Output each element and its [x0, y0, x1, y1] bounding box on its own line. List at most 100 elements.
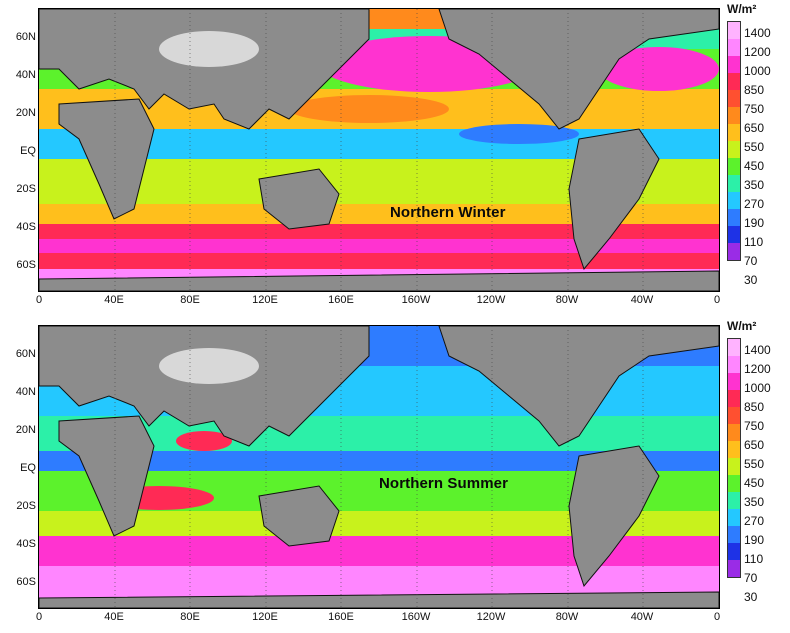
colorbar-tick-650: 650: [744, 438, 765, 452]
eurasia-shape: [39, 9, 370, 130]
lat-label-60n: 60N: [15, 348, 36, 360]
colorbar-swatch: [727, 90, 741, 107]
colorbar-tick-1400: 1400: [744, 26, 771, 40]
lon-label-80w: 80W: [555, 294, 579, 306]
colorbar-tick-1200: 1200: [744, 45, 771, 59]
colorbar-tick-1200: 1200: [744, 362, 771, 376]
colorbar-swatch: [727, 39, 741, 56]
continents: [39, 9, 719, 291]
north-america-shape: [438, 326, 719, 447]
south-america-shape: [568, 128, 660, 271]
colorbar: [727, 21, 741, 261]
continents: [39, 326, 719, 608]
colorbar-tick-750: 750: [744, 419, 765, 433]
colorbar-tick-850: 850: [744, 400, 765, 414]
tibetan-highland-shade: [159, 348, 259, 384]
colorbar-swatch: [727, 226, 741, 243]
lon-label-120w: 120W: [476, 294, 506, 306]
colorbar-swatch: [727, 209, 741, 226]
equator-band: [39, 451, 719, 471]
colorbar-swatch: [727, 492, 741, 509]
colorbar: [727, 338, 741, 578]
lon-label-80w: 80W: [555, 611, 579, 623]
colorbar-swatch: [727, 407, 741, 424]
map-panel-northern-summer: Northern Summer 60N 40N 20N EQ 20S 40S 6…: [0, 317, 790, 633]
lon-label-120w: 120W: [476, 611, 506, 623]
north-america-shape: [438, 9, 719, 130]
season-title-summer: Northern Summer: [379, 475, 509, 492]
lat-label-60s: 60S: [16, 259, 36, 271]
season-title-winter: Northern Winter: [390, 204, 506, 221]
antarctica-shape: [39, 270, 719, 291]
colorbar-swatch: [727, 243, 741, 261]
colorbar-swatch: [727, 124, 741, 141]
colorbar-tick-750: 750: [744, 102, 765, 116]
map-frame-summer: [38, 325, 720, 609]
lon-label-0-left: 0: [35, 294, 43, 306]
colorbar-swatch: [727, 356, 741, 373]
lat-label-20n: 20N: [15, 424, 36, 436]
colorbar-unit-title: W/m²: [727, 319, 757, 333]
colorbar-tick-70: 70: [744, 254, 758, 268]
colorbar-swatch: [727, 73, 741, 90]
lon-label-160e: 160E: [328, 294, 354, 306]
lat-label-40s: 40S: [16, 538, 36, 550]
lat-label-60n: 60N: [15, 31, 36, 43]
lat-label-eq: EQ: [20, 145, 36, 157]
lon-label-80e: 80E: [180, 611, 200, 623]
lon-label-160w: 160W: [401, 611, 431, 623]
australia-shape: [258, 485, 340, 547]
colorbar-tick-650: 650: [744, 121, 765, 135]
lat-label-20s: 20S: [16, 500, 36, 512]
colorbar-tick-1000: 1000: [744, 381, 771, 395]
colorbar-swatch: [727, 441, 741, 458]
lon-label-0-right: 0: [713, 294, 721, 306]
colorbar-swatch: [727, 560, 741, 578]
lon-label-120e: 120E: [252, 294, 278, 306]
lon-label-40w: 40W: [630, 294, 654, 306]
colorbar-tick-550: 550: [744, 457, 765, 471]
south-america-shape: [568, 445, 660, 588]
lon-label-0-left: 0: [35, 611, 43, 623]
colorbar-swatch: [727, 56, 741, 73]
colorbar-tick-30: 30: [744, 590, 758, 604]
colorbar-swatch: [727, 543, 741, 560]
colorbar-tick-110: 110: [744, 235, 764, 249]
lon-label-160w: 160W: [401, 294, 431, 306]
colorbar-tick-270: 270: [744, 197, 765, 211]
summer-map-svg: [39, 326, 719, 608]
southern-storm-core: [39, 239, 719, 253]
map-panel-northern-winter: Northern Winter 60N 40N 20N EQ 20S 40S 6…: [0, 0, 790, 316]
colorbar-swatch: [727, 475, 741, 492]
colorbar-swatch: [727, 158, 741, 175]
lon-label-40w: 40W: [630, 611, 654, 623]
colorbar-swatch: [727, 373, 741, 390]
north-atlantic-storm-track: [599, 47, 719, 91]
colorbar-tick-190: 190: [744, 533, 765, 547]
colorbar-tick-1400: 1400: [744, 343, 771, 357]
colorbar-tick-350: 350: [744, 495, 765, 509]
colorbar-tick-1000: 1000: [744, 64, 771, 78]
lon-label-120e: 120E: [252, 611, 278, 623]
north-pacific-subtropics: [289, 95, 449, 123]
map-frame-winter: [38, 8, 720, 292]
lat-label-eq: EQ: [20, 462, 36, 474]
colorbar-swatch: [727, 458, 741, 475]
colorbar-swatch: [727, 338, 741, 356]
antarctica-shape: [39, 591, 719, 608]
colorbar-tick-270: 270: [744, 514, 765, 528]
lat-label-40n: 40N: [15, 69, 36, 81]
colorbar-swatch: [727, 141, 741, 158]
lat-label-60s: 60S: [16, 576, 36, 588]
lat-label-20n: 20N: [15, 107, 36, 119]
colorbar-tick-450: 450: [744, 476, 765, 490]
colorbar-tick-850: 850: [744, 83, 765, 97]
colorbar-tick-350: 350: [744, 178, 765, 192]
colorbar-unit-title: W/m²: [727, 2, 757, 16]
australia-shape: [258, 168, 340, 230]
lon-label-40e: 40E: [104, 294, 124, 306]
lat-label-40s: 40S: [16, 221, 36, 233]
east-pacific-low: [459, 124, 579, 144]
colorbar-swatch: [727, 424, 741, 441]
colorbar-tick-30: 30: [744, 273, 758, 287]
